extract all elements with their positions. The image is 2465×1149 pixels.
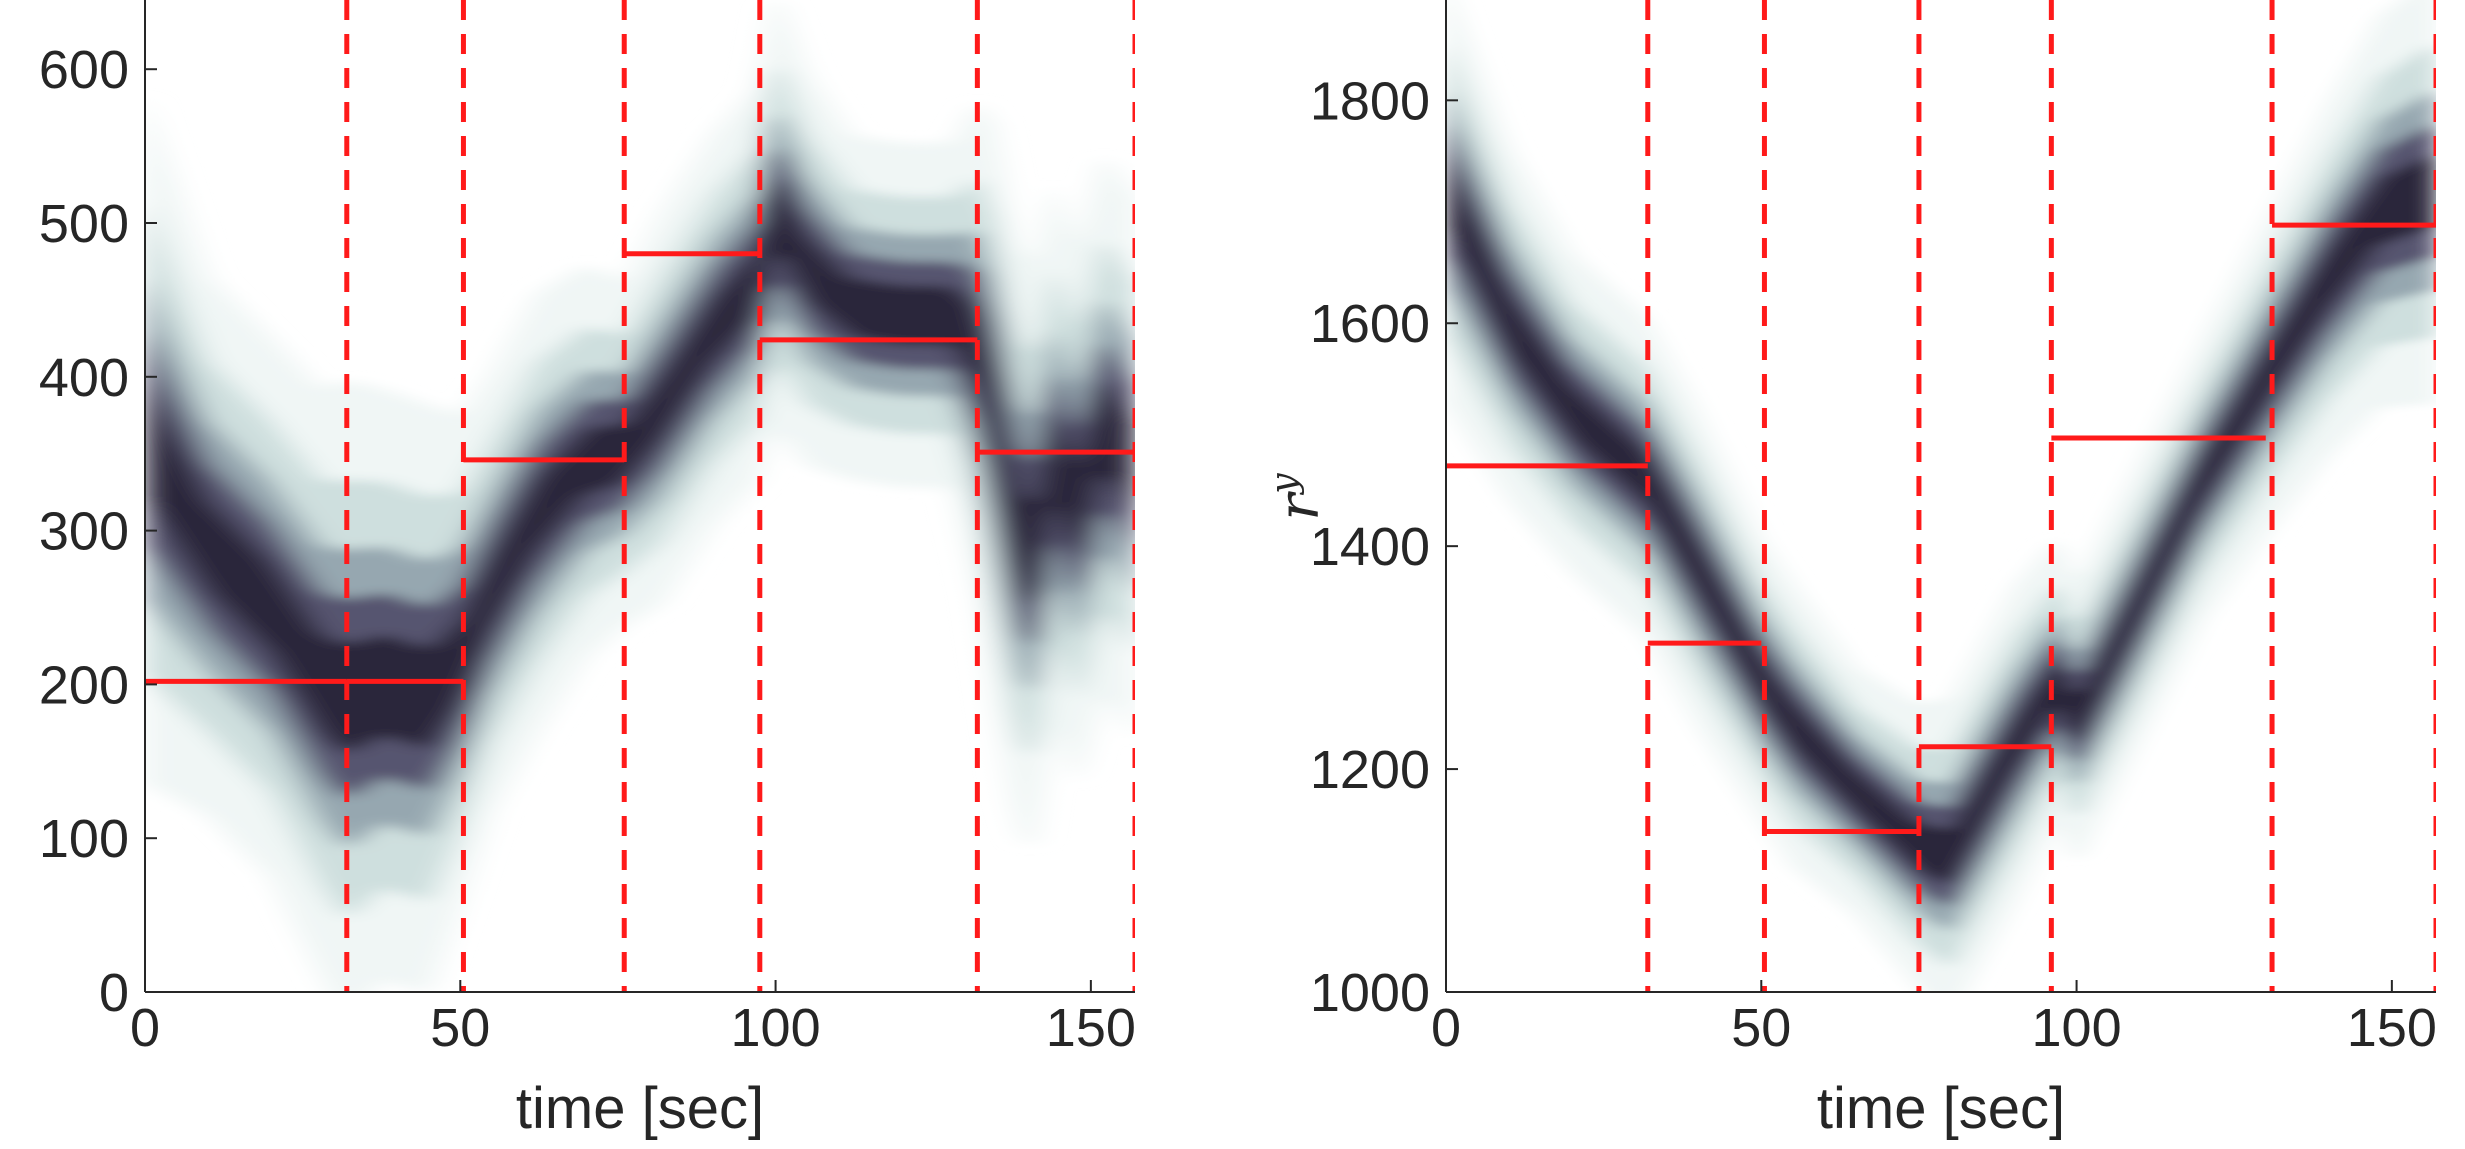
right-axes: 0 50 100 150 1000 1200 1400 1600 1800: [1310, 0, 2437, 1058]
right-y-tick-label: 1400: [1310, 517, 1430, 577]
right-density-band: [1446, 0, 2436, 992]
svg-text:ry: ry: [1264, 473, 1332, 521]
right-density-layer: [1446, 122, 2436, 908]
right-overlay: [1446, 0, 2436, 992]
right-heatmap: [1446, 0, 2436, 992]
right-y-axis-label-superscript: y: [1264, 473, 1305, 496]
left-x-tick-label: 150: [1046, 998, 1136, 1058]
left-x-axis-label: time [sec]: [516, 1076, 764, 1141]
left-overlay: [145, 0, 1135, 992]
right-y-tick-label: 1200: [1310, 740, 1430, 800]
left-y-tick-label: 100: [39, 809, 129, 869]
left-y-tick-label: 400: [39, 348, 129, 408]
left-y-tick-label: 500: [39, 194, 129, 254]
right-x-tick-label: 50: [1731, 998, 1791, 1058]
right-y-tick-label: 1600: [1310, 294, 1430, 354]
right-x-tick-label: 150: [2347, 998, 2437, 1058]
right-y-tick-label: 1000: [1310, 963, 1430, 1023]
left-axes: 0 50 100 150 0 100 200 300 400 500 600: [39, 0, 1136, 1058]
left-y-tick-label: 600: [39, 40, 129, 100]
left-x-tick-label: 50: [430, 998, 490, 1058]
right-x-tick-label: 0: [1431, 998, 1461, 1058]
left-heatmap: [145, 0, 1135, 992]
left-x-tick-label: 100: [731, 998, 821, 1058]
right-x-tick-label: 100: [2032, 998, 2122, 1058]
right-x-axis-label: time [sec]: [1817, 1076, 2065, 1141]
left-y-tick-label: 300: [39, 502, 129, 562]
left-chart: 0 50 100 150 0 100 200 300 400 500 600 time [sec]: [39, 0, 1136, 1141]
left-density-band: [145, 0, 1135, 992]
right-y-tick-label: 1800: [1310, 71, 1430, 131]
left-y-tick-label: 0: [99, 963, 129, 1023]
left-y-tick-label: 200: [39, 655, 129, 715]
left-x-tick-label: 0: [130, 998, 160, 1058]
right-y-axis-label: ry: [1264, 473, 1332, 521]
right-chart: 0 50 100 150 1000 1200 1400 1600 1800 time [sec]…: [1264, 0, 2437, 1141]
left-density-layer: [145, 179, 1135, 753]
right-y-axis-label-base: r: [1267, 491, 1332, 521]
